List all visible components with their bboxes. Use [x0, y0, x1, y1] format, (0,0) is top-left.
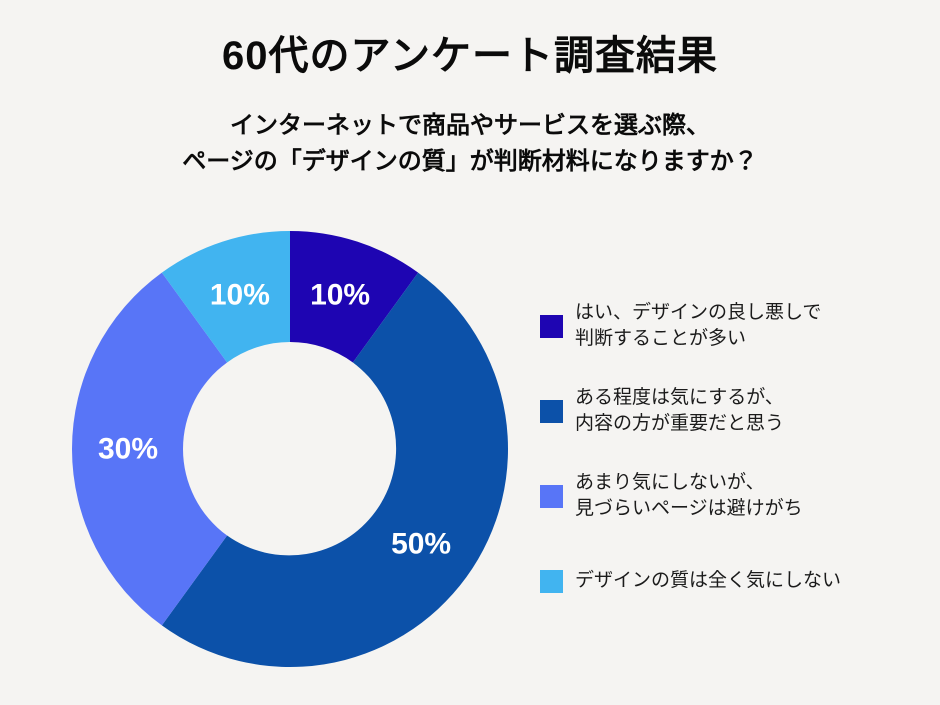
- donut-chart: 10% 50% 30% 10%: [71, 231, 509, 668]
- donut-segment-4: [161, 231, 290, 363]
- legend-swatch-icon: [540, 399, 563, 423]
- legend-label: あまり気にしないが、 見づらいページは避けがち: [575, 472, 803, 519]
- slice-label-1: 10%: [310, 278, 370, 311]
- legend-item: ある程度は気にするが、 内容の方が重要だと思う: [540, 385, 920, 437]
- donut-segment-1: [290, 231, 419, 363]
- legend-label: ある程度は気にするが、 内容の方が重要だと思う: [575, 387, 785, 434]
- page-title: 60代のアンケート調査結果: [222, 34, 718, 78]
- donut-segment-3: [71, 272, 228, 626]
- slice-label-4: 10%: [210, 278, 270, 311]
- slice-label-3: 30%: [98, 433, 158, 466]
- legend-swatch-icon: [540, 484, 563, 508]
- donut-segment-2: [161, 272, 509, 668]
- legend-swatch-icon: [540, 314, 563, 338]
- page-subtitle: インターネットで商品やサービスを選ぶ際、 ページの「デザインの質」が判断材料にな…: [182, 112, 758, 175]
- slice-label-2: 50%: [391, 528, 451, 561]
- legend-label: デザインの質は全く気にしない: [575, 570, 842, 591]
- legend-item: あまり気にしないが、 見づらいページは避けがち: [540, 470, 920, 522]
- legend-label: はい、デザインの良し悪しで 判断することが多い: [575, 302, 822, 349]
- legend-item: デザインの質は全く気にしない: [540, 555, 920, 607]
- chart-legend: はい、デザインの良し悪しで 判断することが多い ある程度は気にするが、 内容の方が…: [540, 300, 920, 640]
- legend-item: はい、デザインの良し悪しで 判断することが多い: [540, 300, 920, 352]
- legend-swatch-icon: [540, 569, 563, 593]
